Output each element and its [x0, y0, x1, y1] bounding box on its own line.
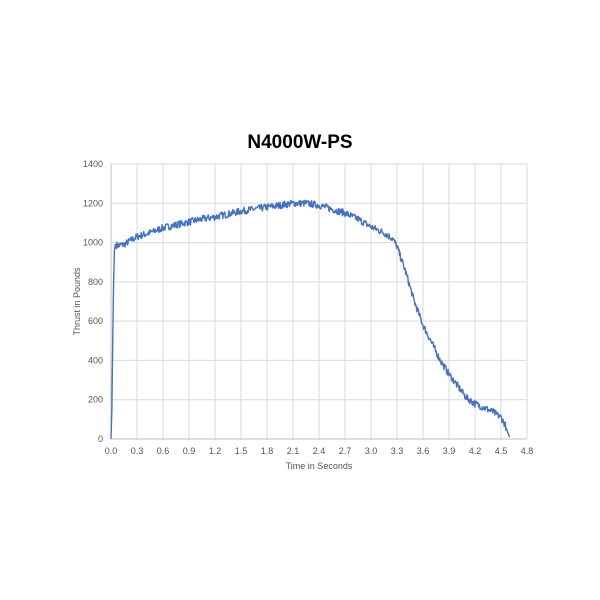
chart-title: N4000W-PS	[247, 132, 353, 153]
axis-layer	[110, 164, 527, 440]
x-tick-label: 1.5	[235, 446, 248, 456]
x-tick-label: 0.3	[131, 446, 144, 456]
x-tick-label: 2.7	[339, 446, 352, 456]
x-tick-label: 3.6	[417, 446, 430, 456]
y-tick-label: 200	[88, 395, 103, 405]
x-tick-label: 2.4	[313, 446, 326, 456]
series-layer	[110, 199, 511, 440]
x-tick-label: 4.8	[521, 446, 534, 456]
x-tick-label: 4.5	[495, 446, 508, 456]
y-tick-label: 1400	[83, 159, 103, 169]
x-tick-label: 0.6	[157, 446, 170, 456]
y-tick-label: 1000	[83, 238, 103, 248]
x-tick-label: 1.2	[209, 446, 222, 456]
x-tick-label: 2.1	[287, 446, 300, 456]
y-tick-label: 1200	[83, 198, 103, 208]
x-tick-label: 0.9	[183, 446, 196, 456]
label-layer: 0.0 0.3 0.6 0.9 1.2 1.5 1.8 2.1 2.4 2.7 3.0 3.3 3.6 3…	[72, 159, 533, 471]
x-tick-label: 3.3	[391, 446, 404, 456]
y-tick-label: 0	[98, 434, 103, 444]
x-tick-label: 3.0	[365, 446, 378, 456]
y-tick-label: 800	[88, 277, 103, 287]
x-tick-label: 1.8	[261, 446, 274, 456]
y-tick-label: 600	[88, 316, 103, 326]
x-tick-label: 3.9	[443, 446, 456, 456]
y-axis-title: Thrust in Pounds	[72, 267, 82, 336]
thrust-series-line	[110, 199, 511, 440]
grid-layer	[111, 163, 528, 439]
x-tick-label: 4.2	[469, 446, 482, 456]
y-tick-label: 400	[88, 355, 103, 365]
x-tick-label: 0.0	[105, 446, 118, 456]
x-axis-title: Time in Seconds	[286, 461, 353, 471]
